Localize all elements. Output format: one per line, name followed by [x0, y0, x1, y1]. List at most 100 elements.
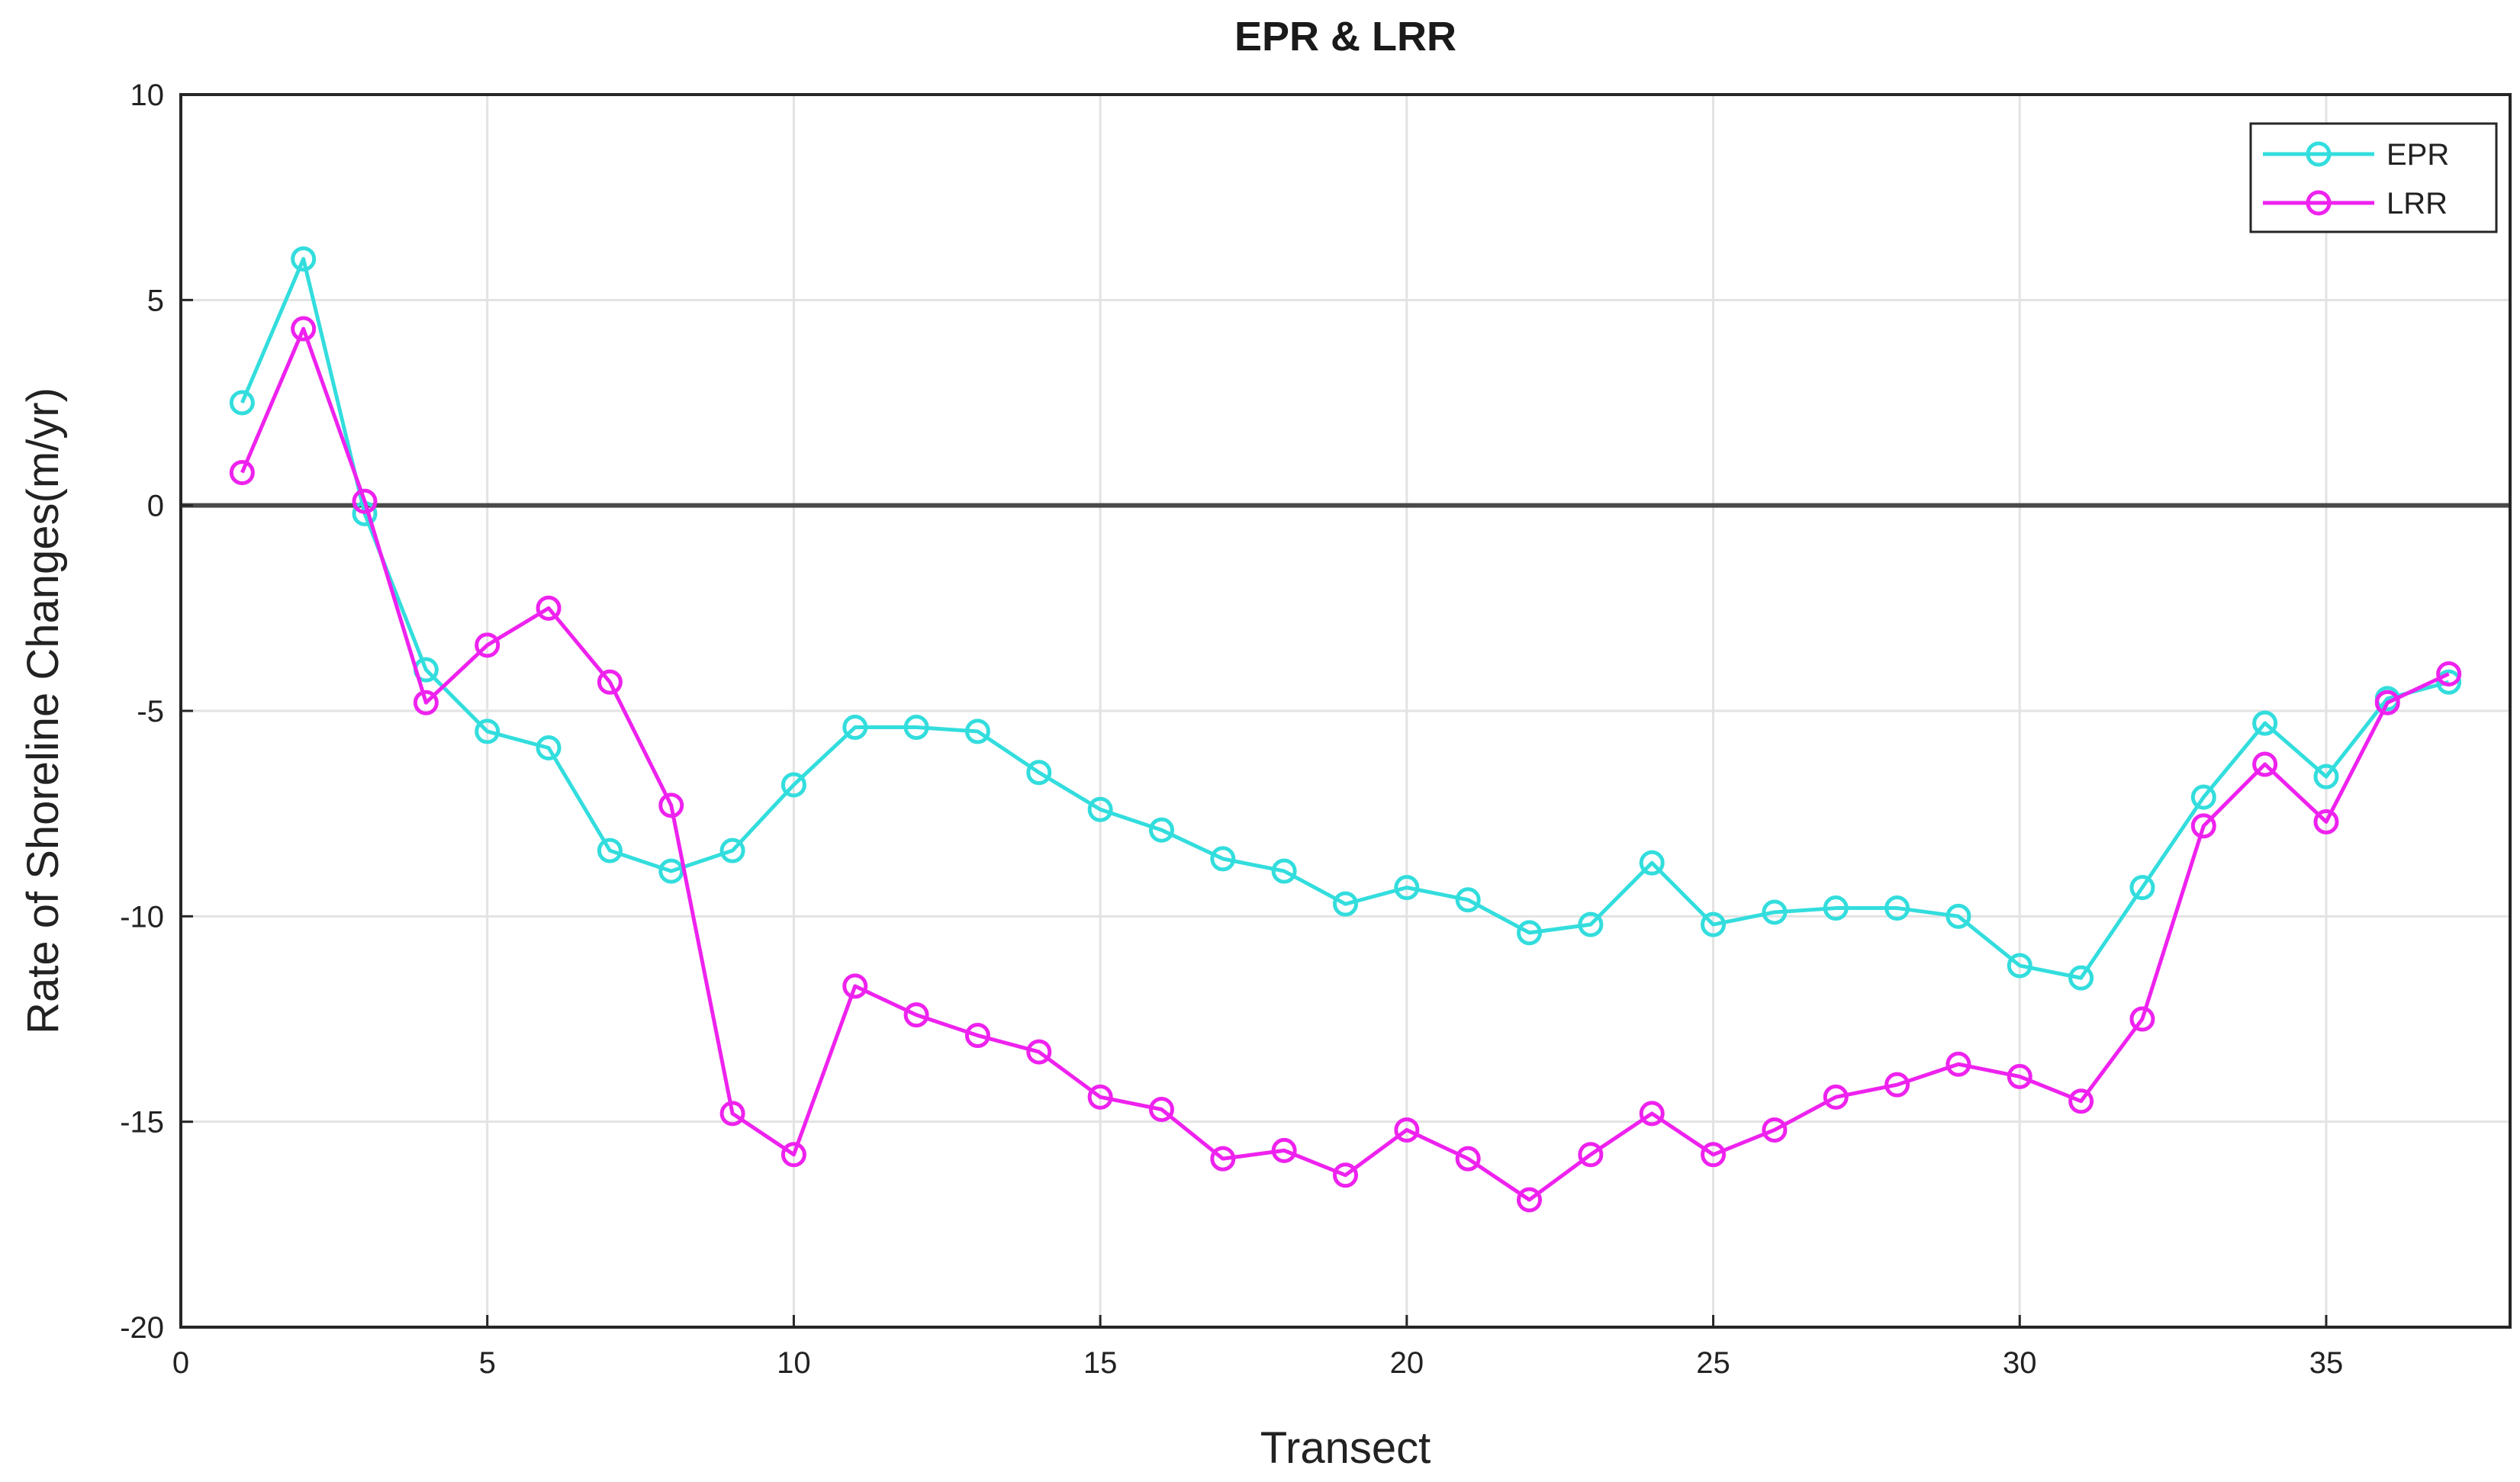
data-point-lrr [842, 973, 868, 999]
data-point-epr [1026, 760, 1052, 786]
legend-marker-lrr [2306, 190, 2332, 216]
data-point-epr [2129, 875, 2155, 901]
legend-marker-epr [2306, 141, 2332, 167]
legend-entry-epr: EPR [2263, 138, 2449, 172]
data-point-lrr [475, 632, 500, 658]
data-point-lrr [1517, 1187, 1543, 1213]
data-point-lrr [658, 792, 684, 818]
data-point-epr [1762, 899, 1788, 925]
data-point-epr [291, 246, 317, 272]
chart-title: EPR & LRR [1234, 14, 1456, 59]
y-tick-label: -10 [120, 900, 164, 934]
x-tick-label: 20 [1390, 1346, 1424, 1380]
legend-label-lrr: LRR [2386, 187, 2448, 220]
y-tick-label: 5 [147, 284, 164, 317]
data-point-lrr [229, 460, 255, 486]
data-point-lrr [2252, 751, 2278, 777]
data-point-epr [1210, 846, 1236, 872]
y-axis-label: Rate of Shoreline Changes(m/yr) [18, 387, 68, 1034]
data-point-epr [658, 858, 684, 884]
data-point-epr [2007, 953, 2032, 979]
data-point-epr [475, 718, 500, 744]
data-point-lrr [2436, 661, 2462, 687]
data-point-lrr [1087, 1084, 1113, 1110]
data-point-lrr [2190, 813, 2216, 839]
data-point-epr [1148, 817, 1174, 843]
x-tick-label: 15 [1083, 1346, 1118, 1380]
data-point-lrr [1026, 1039, 1052, 1065]
data-point-epr [2436, 669, 2462, 695]
y-tick-label: -20 [120, 1311, 164, 1345]
data-point-epr [1394, 875, 1420, 901]
data-point-lrr [352, 488, 378, 514]
data-point-epr [1946, 903, 1971, 929]
data-point-lrr [964, 1023, 990, 1049]
data-point-lrr [1701, 1142, 1727, 1168]
data-point-lrr [2068, 1088, 2094, 1114]
legend: EPR LRR [2249, 122, 2498, 233]
data-point-epr [229, 390, 255, 416]
data-point-lrr [1639, 1101, 1665, 1127]
data-point-lrr [2374, 690, 2400, 715]
data-point-epr [1701, 911, 1727, 937]
data-point-lrr [597, 669, 623, 695]
data-point-lrr [536, 595, 562, 621]
data-point-epr [1578, 911, 1604, 937]
y-tick-label: 10 [130, 79, 165, 112]
data-point-epr [1271, 858, 1297, 884]
y-tick-label: 0 [147, 490, 164, 523]
data-point-epr [1639, 850, 1665, 876]
data-point-lrr [413, 690, 439, 715]
y-tick-label: -15 [120, 1106, 164, 1140]
data-point-lrr [1271, 1137, 1297, 1163]
y-tick-label: -5 [137, 695, 164, 728]
data-point-epr [2068, 965, 2094, 991]
data-point-lrr [1946, 1051, 1971, 1077]
legend-entry-lrr: LRR [2263, 187, 2448, 220]
data-point-epr [842, 715, 868, 741]
data-point-epr [780, 772, 806, 798]
x-tick-label: 10 [777, 1346, 811, 1380]
data-point-lrr [903, 1002, 929, 1028]
x-axis-label: Transect [1260, 1423, 1431, 1473]
data-point-epr [964, 718, 990, 744]
series-line-lrr [240, 326, 2450, 1202]
data-point-epr [1455, 887, 1481, 913]
x-tick-label: 25 [1696, 1346, 1730, 1380]
series-line-epr [240, 256, 2450, 980]
data-point-lrr [719, 1101, 745, 1127]
data-point-lrr [780, 1142, 806, 1168]
data-point-lrr [1884, 1072, 1910, 1098]
data-point-lrr [1148, 1097, 1174, 1123]
data-point-epr [597, 837, 623, 863]
x-tick-label: 30 [2003, 1346, 2037, 1380]
x-tick-label: 0 [172, 1346, 189, 1380]
data-point-epr [2190, 784, 2216, 810]
data-point-lrr [2129, 1006, 2155, 1032]
data-point-epr [719, 837, 745, 863]
legend-label-epr: EPR [2386, 138, 2449, 172]
series-layer [229, 246, 2462, 1213]
data-point-lrr [1333, 1162, 1358, 1188]
data-point-epr [2252, 710, 2278, 736]
data-point-lrr [1210, 1146, 1236, 1172]
data-point-epr [2313, 764, 2339, 789]
series-epr [229, 246, 2462, 991]
x-tick-label: 35 [2309, 1346, 2344, 1380]
legend-box [2249, 122, 2498, 233]
data-point-epr [903, 715, 929, 741]
x-tick-label: 5 [479, 1346, 496, 1380]
data-point-epr [1333, 891, 1358, 917]
data-point-epr [1884, 895, 1910, 921]
data-point-epr [1087, 796, 1113, 822]
data-point-lrr [2313, 809, 2339, 834]
data-point-epr [536, 735, 562, 760]
data-point-lrr [1762, 1117, 1788, 1143]
data-point-epr [1517, 920, 1543, 946]
data-point-epr [1823, 895, 1849, 921]
ticks: 0 5 10 15 20 25 30 35 -20 -15 -10 -5 0 5 10 [120, 79, 2343, 1380]
data-point-lrr [291, 316, 317, 342]
data-point-lrr [2007, 1063, 2032, 1089]
